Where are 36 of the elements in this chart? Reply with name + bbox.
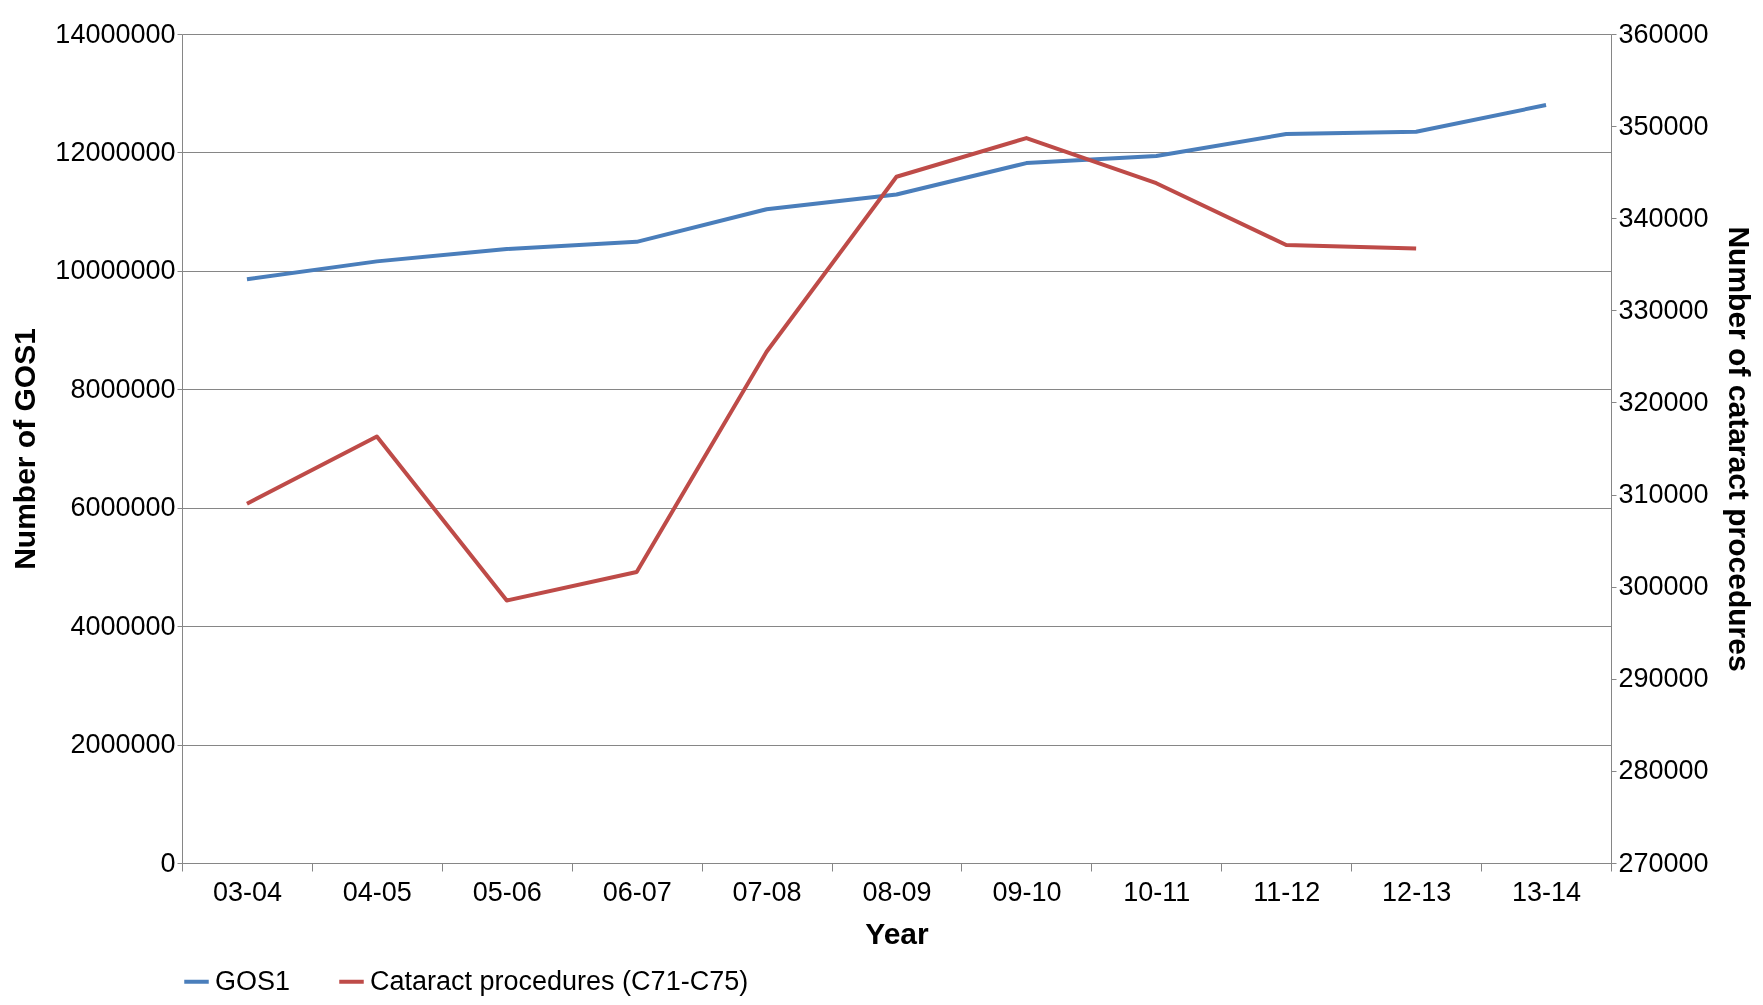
legend-label: Cataract procedures (C71-C75) (370, 965, 749, 996)
y-tick-label: 14000000 (55, 18, 176, 49)
x-tick-label: 13-14 (1512, 876, 1582, 907)
y2-tick-label: 310000 (1618, 479, 1709, 510)
y-tick-label: 8000000 (70, 373, 176, 404)
x-tick-label: 12-13 (1382, 876, 1452, 907)
x-tick-label: 10-11 (1123, 876, 1191, 907)
y2-axis-title: Number of cataract procedures (1722, 226, 1756, 672)
x-tick-label: 03-04 (212, 876, 282, 907)
y2-tick-label: 340000 (1618, 202, 1709, 233)
y2-tick-label: 360000 (1618, 18, 1709, 49)
y2-tick-label: 320000 (1618, 386, 1709, 417)
y2-tick-label: 300000 (1618, 571, 1709, 602)
y2-tick-label: 280000 (1618, 755, 1709, 786)
y-tick-label: 6000000 (70, 492, 176, 523)
x-tick-label: 05-06 (472, 876, 542, 907)
legend-label: GOS1 (215, 965, 291, 996)
x-tick-label: 08-09 (862, 876, 932, 907)
y-tick-label: 10000000 (55, 255, 176, 286)
y2-tick-label: 290000 (1618, 663, 1709, 694)
y2-tick-label: 350000 (1618, 110, 1709, 141)
x-axis-title: Year (865, 916, 930, 950)
y2-tick-label: 330000 (1618, 294, 1709, 325)
y-tick-label: 0 (160, 847, 176, 878)
x-tick-label: 11-12 (1253, 876, 1321, 907)
y2-tick-label: 270000 (1618, 847, 1709, 878)
x-tick-label: 06-07 (602, 876, 672, 907)
x-tick-label: 07-08 (732, 876, 802, 907)
y-axis-title: Number of GOS1 (8, 328, 42, 570)
x-tick-label: 04-05 (342, 876, 412, 907)
line-series (244, 136, 1419, 603)
y-tick-label: 2000000 (70, 729, 176, 760)
y-tick-label: 12000000 (55, 136, 176, 167)
x-tick-label: 09-10 (992, 876, 1062, 907)
y-tick-label: 4000000 (70, 610, 176, 641)
line-series (244, 103, 1549, 282)
